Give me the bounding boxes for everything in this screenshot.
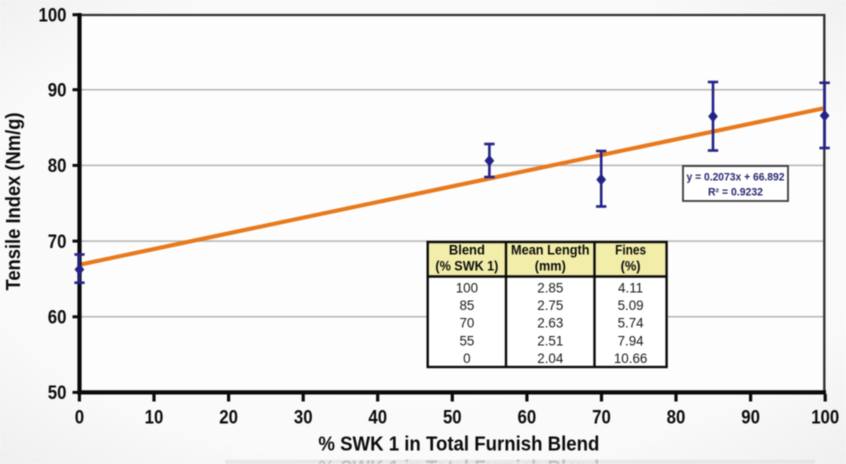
svg-text:Blend: Blend xyxy=(449,243,485,258)
svg-text:5.74: 5.74 xyxy=(618,316,645,331)
svg-text:2.63: 2.63 xyxy=(537,316,563,331)
svg-text:90: 90 xyxy=(48,80,67,102)
svg-text:10: 10 xyxy=(145,407,164,429)
svg-text:50: 50 xyxy=(443,407,462,429)
svg-text:85: 85 xyxy=(459,298,474,313)
svg-text:R² = 0.9232: R² = 0.9232 xyxy=(708,186,763,198)
svg-text:2.75: 2.75 xyxy=(537,298,563,313)
svg-text:Mean Length: Mean Length xyxy=(511,243,590,258)
svg-text:100: 100 xyxy=(39,5,67,27)
svg-text:(%): (%) xyxy=(621,259,641,274)
svg-text:5.09: 5.09 xyxy=(618,298,644,313)
svg-text:0: 0 xyxy=(75,407,85,429)
svg-text:100: 100 xyxy=(456,280,478,295)
svg-text:40: 40 xyxy=(368,407,387,429)
svg-text:80: 80 xyxy=(48,155,67,177)
svg-text:7.94: 7.94 xyxy=(618,334,645,349)
svg-text:(% SWK 1): (% SWK 1) xyxy=(435,259,498,274)
svg-text:60: 60 xyxy=(518,407,537,429)
svg-text:20: 20 xyxy=(219,407,238,429)
svg-text:0: 0 xyxy=(463,351,470,366)
svg-text:% SWK 1 in Total Furnish Blend: % SWK 1 in Total Furnish Blend xyxy=(318,433,599,456)
svg-text:2.85: 2.85 xyxy=(537,280,563,295)
svg-text:90: 90 xyxy=(741,407,760,429)
svg-text:100: 100 xyxy=(811,407,839,429)
svg-text:(mm): (mm) xyxy=(535,259,566,274)
svg-text:80: 80 xyxy=(667,407,686,429)
svg-text:Fines: Fines xyxy=(615,243,646,258)
svg-text:50: 50 xyxy=(48,382,67,404)
svg-text:70: 70 xyxy=(459,316,474,331)
svg-text:2.51: 2.51 xyxy=(537,334,563,349)
svg-text:% SWK 1 in Total Furnish Blend: % SWK 1 in Total Furnish Blend xyxy=(318,457,599,464)
svg-text:Tensile Index (Nm/g): Tensile Index (Nm/g) xyxy=(2,113,25,291)
svg-text:y = 0.2073x + 66.892: y = 0.2073x + 66.892 xyxy=(687,172,785,184)
svg-text:10.66: 10.66 xyxy=(614,351,648,366)
svg-text:55: 55 xyxy=(459,334,474,349)
svg-text:2.04: 2.04 xyxy=(537,351,564,366)
svg-text:4.11: 4.11 xyxy=(618,280,643,295)
svg-text:30: 30 xyxy=(294,407,313,429)
svg-text:70: 70 xyxy=(592,407,611,429)
svg-text:60: 60 xyxy=(48,307,67,329)
svg-text:70: 70 xyxy=(48,231,67,253)
